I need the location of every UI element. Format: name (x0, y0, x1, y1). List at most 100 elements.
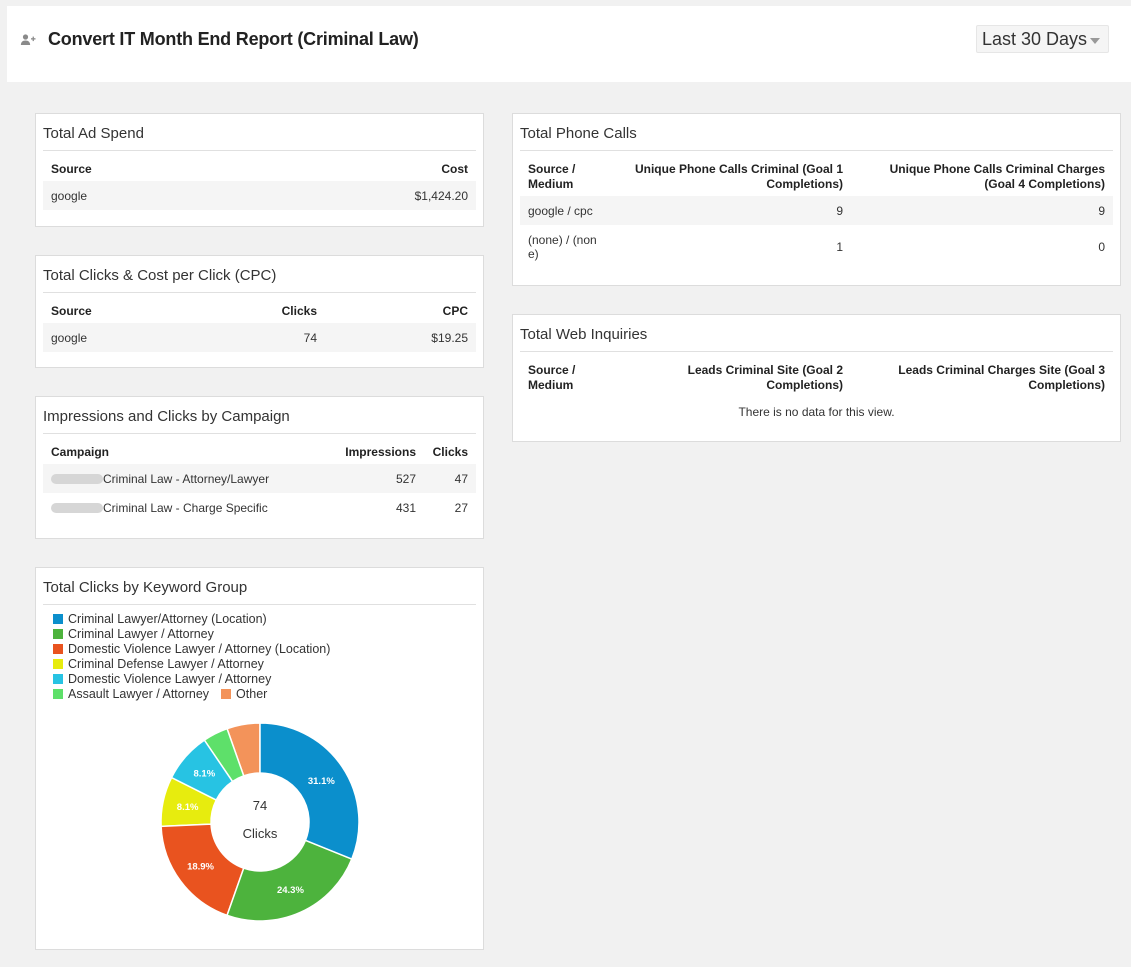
chart-total-label: Clicks (243, 826, 278, 841)
column-header[interactable]: Source (51, 162, 92, 176)
column-header[interactable]: Cost (441, 162, 468, 176)
table-cell: 1 (836, 240, 843, 254)
table-cell: 27 (454, 500, 468, 515)
date-range-select[interactable]: Last 30 Days (976, 25, 1109, 53)
legend-label: Criminal Lawyer/Attorney (Location) (68, 612, 267, 626)
table-cell: (none) / (none) (528, 233, 597, 261)
table-row: google 74 $19.25 (43, 323, 476, 352)
donut-slice[interactable] (203, 727, 245, 783)
donut-slice[interactable] (160, 776, 218, 828)
slice-value-label: 8.1% (177, 802, 199, 813)
clicks-cpc-card: Total Clicks & Cost per Click (CPC) Sour… (35, 255, 484, 368)
table-header-row: Source / Medium Leads Criminal Site (Goa… (520, 352, 1113, 397)
legend-swatch (53, 614, 63, 624)
legend-swatch (53, 674, 63, 684)
legend-item[interactable]: Assault Lawyer / Attorney (53, 687, 209, 702)
campaign-name: Criminal Law - Attorney/Lawyer (103, 471, 270, 486)
table-cell: 431 (395, 500, 416, 515)
keyword-group-card: Total Clicks by Keyword Group Criminal L… (35, 567, 484, 950)
legend-swatch (53, 644, 63, 654)
column-header[interactable]: CPC (442, 304, 468, 318)
table-cell: 9 (851, 196, 1113, 225)
table-row: (none) / (none) 1 0 (520, 225, 1113, 269)
slice-value-label: 31.1% (308, 776, 335, 787)
empty-state-message: There is no data for this view. (738, 405, 895, 419)
donut-slice[interactable] (259, 722, 360, 860)
redacted-prefix (51, 473, 103, 484)
legend-item[interactable]: Domestic Violence Lawyer / Attorney (Loc… (53, 642, 330, 657)
table-cell: 527 (321, 464, 424, 493)
table-cell: 74 (190, 323, 325, 352)
table-header-row: Source Cost (43, 151, 476, 181)
table-cell: Criminal Law - Charge Specific (43, 493, 321, 522)
slice-value-label: 8.1% (194, 769, 216, 780)
table-cell: google (43, 323, 191, 352)
card-title: Impressions and Clicks by Campaign (43, 408, 290, 425)
ad-spend-table: Source Cost google $1,424.20 (43, 151, 476, 210)
table-row: google $1,424.20 (43, 181, 476, 210)
column-header[interactable]: Clicks (432, 445, 468, 459)
donut-slice[interactable] (226, 839, 353, 922)
legend-swatch (53, 659, 63, 669)
column-header[interactable]: Unique Phone Calls Criminal Charges (Goa… (889, 162, 1105, 191)
column-header[interactable]: Source (51, 304, 92, 318)
campaign-name: Criminal Law - Charge Specific (103, 500, 268, 515)
column-header[interactable]: Unique Phone Calls Criminal (Goal 1 Comp… (634, 162, 843, 191)
divider (43, 433, 476, 434)
phone-calls-card: Total Phone Calls Source / Medium Unique… (512, 113, 1121, 286)
column-header[interactable]: Source / Medium (528, 162, 576, 191)
legend-item[interactable]: Criminal Lawyer / Attorney (53, 627, 330, 642)
column-header[interactable]: Clicks (281, 304, 317, 318)
column-header[interactable]: Leads Criminal Charges Site (Goal 3 Comp… (898, 363, 1105, 392)
legend-item[interactable]: Criminal Defense Lawyer / Attorney (53, 657, 330, 672)
donut-slice[interactable] (160, 823, 245, 917)
table-row: Criminal Law - Charge Specific 431 27 (43, 493, 476, 522)
table-cell: Criminal Law - Attorney/Lawyer (43, 464, 321, 493)
divider (520, 150, 1113, 151)
chart-legend: Criminal Lawyer/Attorney (Location) Crimi… (53, 612, 330, 702)
divider (43, 292, 476, 293)
divider (43, 150, 476, 151)
report-header: Convert IT Month End Report (Criminal La… (7, 6, 1131, 82)
table-header-row: Campaign Impressions Clicks (43, 434, 476, 464)
web-inquiries-table: Source / Medium Leads Criminal Site (Goa… (520, 352, 1113, 397)
legend-label: Criminal Defense Lawyer / Attorney (68, 657, 264, 671)
table-row: google / cpc 9 9 (520, 196, 1113, 225)
donut-chart: 74 Clicks 31.1% 24.3% 18.9% 8.1% 8.1% (160, 722, 360, 922)
column-header[interactable]: Leads Criminal Site (Goal 2 Completions) (687, 363, 843, 392)
table-header-row: Source / Medium Unique Phone Calls Crimi… (520, 151, 1113, 196)
legend-label: Domestic Violence Lawyer / Attorney (68, 672, 272, 686)
legend-label: Other (236, 687, 268, 701)
table-cell: 47 (424, 464, 476, 493)
ad-spend-card: Total Ad Spend Source Cost google $1,424… (35, 113, 484, 227)
legend-item[interactable]: Domestic Violence Lawyer / Attorney (53, 672, 330, 687)
slice-value-label: 24.3% (277, 885, 304, 896)
table-cell: $1,424.20 (237, 181, 476, 210)
table-header-row: Source Clicks CPC (43, 293, 476, 323)
table-cell: 9 (610, 196, 851, 225)
legend-item[interactable]: Criminal Lawyer/Attorney (Location) (53, 612, 330, 627)
column-header[interactable]: Impressions (345, 445, 416, 459)
divider (43, 604, 476, 605)
legend-item[interactable]: Other (221, 687, 267, 702)
date-range-value: Last 30 Days (982, 29, 1088, 49)
table-cell: 0 (1098, 240, 1105, 254)
campaigns-card: Impressions and Clicks by Campaign Campa… (35, 396, 484, 539)
table-cell: google / cpc (520, 196, 610, 225)
column-header[interactable]: Source / Medium (528, 363, 576, 392)
add-user-icon[interactable] (20, 33, 36, 47)
table-cell: $19.25 (325, 323, 476, 352)
page-title: Convert IT Month End Report (Criminal La… (48, 29, 419, 49)
web-inquiries-card: Total Web Inquiries Source / Medium Lead… (512, 314, 1121, 442)
table-row: Criminal Law - Attorney/Lawyer 527 47 (43, 464, 476, 493)
clicks-cpc-table: Source Clicks CPC google 74 $19.25 (43, 293, 476, 352)
column-header[interactable]: Campaign (51, 445, 110, 459)
legend-label: Domestic Violence Lawyer / Attorney (Loc… (68, 642, 331, 656)
card-title: Total Phone Calls (520, 125, 637, 142)
card-title: Total Clicks by Keyword Group (43, 579, 248, 596)
table-cell: google (43, 181, 238, 210)
card-title: Total Clicks & Cost per Click (CPC) (43, 267, 277, 284)
card-title: Total Ad Spend (43, 125, 144, 142)
slice-value-label: 18.9% (187, 862, 214, 873)
card-title: Total Web Inquiries (520, 326, 648, 343)
